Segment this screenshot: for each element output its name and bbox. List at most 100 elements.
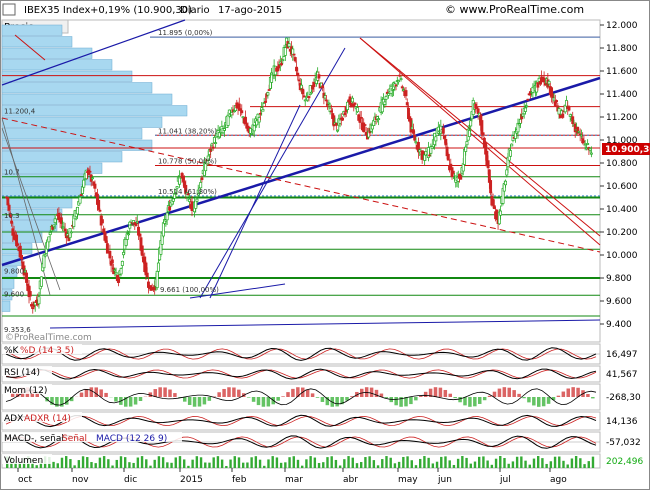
candle-body	[266, 92, 270, 96]
candle-body	[583, 143, 587, 146]
candle-body	[588, 148, 592, 151]
indicator-label-bg	[2, 366, 52, 376]
indicator-plot-area	[1, 365, 601, 383]
momentum-bar	[197, 397, 202, 407]
momentum-bar	[325, 397, 330, 406]
volume-profile-bar	[1, 185, 83, 197]
volume-profile-bar	[1, 93, 173, 105]
momentum-bar	[261, 397, 266, 407]
momentum-bar	[468, 397, 472, 407]
candle-body	[343, 112, 347, 115]
indicator-panels: %K %D (14 3 5) 16,497 RSI (14) 41,567 Mom (12…	[1, 343, 643, 469]
candle-body	[577, 131, 581, 133]
candle-body	[519, 118, 522, 124]
candle-body	[443, 135, 447, 139]
candle-body	[547, 80, 551, 85]
indicator-value: 14,136	[606, 417, 638, 427]
volume-bar	[381, 459, 384, 468]
volume-bar	[440, 456, 443, 468]
volume-bar	[553, 456, 557, 468]
indicator-label: ADX	[4, 414, 23, 424]
volume-bar	[520, 456, 523, 468]
candle-body	[267, 89, 271, 91]
volume-bar	[94, 463, 97, 468]
indicator-label: MACD-, señal	[4, 434, 64, 444]
candle-body	[461, 163, 465, 172]
x-tick-label: jun	[437, 475, 452, 485]
y-tick-label: 10.000	[606, 251, 638, 261]
candle-body	[263, 101, 267, 103]
volume-bar	[347, 456, 350, 468]
candle-body	[129, 224, 133, 226]
candle-body	[400, 86, 404, 89]
candle-body	[181, 175, 185, 182]
indicator-panel-adx: ADX ADXR (14) 14,136	[1, 411, 638, 431]
volume-bar	[183, 459, 186, 468]
candle-body	[525, 105, 529, 108]
candle-body	[336, 129, 340, 132]
volume-bar	[296, 459, 300, 468]
indicator-value: -268,30	[606, 393, 641, 403]
horizontal-levels	[2, 36, 600, 317]
candle-body	[521, 113, 525, 117]
momentum-bar	[158, 387, 162, 397]
candle-body	[317, 74, 321, 79]
momentum-bar	[256, 397, 261, 406]
candle-body	[312, 82, 316, 88]
momentum-bar	[315, 397, 320, 398]
momentum-bar	[192, 397, 197, 407]
candle-body	[79, 194, 83, 196]
candle-body	[444, 138, 448, 146]
x-tick-label: nov	[72, 475, 89, 485]
candle-body	[383, 101, 387, 105]
candle-body	[23, 270, 27, 273]
momentum-bar	[591, 397, 595, 399]
momentum-bar	[35, 392, 39, 397]
momentum-bar	[433, 387, 438, 397]
y-tick-label: 9.600	[606, 297, 632, 307]
y-tick-label: 10.200	[606, 228, 638, 238]
candle-body	[108, 250, 112, 259]
candle-body	[186, 193, 190, 196]
volume-profile-bar	[1, 231, 43, 243]
momentum-bar	[173, 393, 177, 397]
momentum-bar	[384, 397, 389, 398]
candle-body	[281, 59, 285, 62]
candle-body	[145, 272, 149, 277]
momentum-bar	[458, 397, 462, 403]
momentum-bar	[497, 388, 502, 397]
indicator-label-bg	[2, 432, 182, 442]
volume-bar	[52, 461, 55, 468]
candle-body	[168, 206, 172, 211]
volume-bar	[309, 456, 312, 468]
candle-body	[349, 103, 353, 108]
candle-body	[226, 114, 230, 126]
candle-body	[412, 129, 415, 134]
momentum-bar	[183, 397, 187, 402]
candle-body	[387, 93, 391, 96]
volume-profile-bar	[1, 254, 23, 266]
volume-bar	[591, 456, 595, 468]
indicator-label-bg	[2, 344, 82, 354]
volume-bar	[107, 459, 110, 468]
momentum-bar	[84, 389, 89, 397]
volume-bar	[338, 465, 342, 468]
price-panel: Precio ©ProRealTime.com 11.895 (0,00%)11…	[1, 19, 650, 343]
volume-bar	[541, 458, 544, 468]
indicator-label: Mom (12)	[4, 386, 47, 396]
volume-bar	[301, 465, 304, 468]
candle-body	[296, 72, 300, 76]
y-tick-label: 10.400	[606, 205, 638, 215]
candle-body	[135, 221, 139, 224]
candle-body	[258, 112, 262, 115]
momentum-bar	[379, 393, 384, 397]
momentum-bar	[473, 397, 477, 407]
candle-body	[491, 198, 495, 206]
volume-bar	[343, 459, 346, 468]
volume-bar	[313, 457, 317, 468]
volume-bar	[65, 456, 68, 468]
momentum-bar	[394, 397, 398, 406]
candle-body	[88, 170, 92, 173]
indicator-signal-line	[5, 436, 597, 448]
